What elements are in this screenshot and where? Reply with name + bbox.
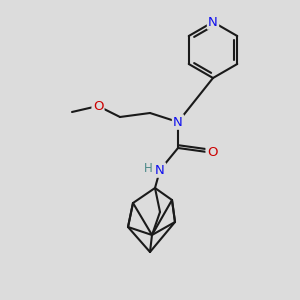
Text: N: N xyxy=(208,16,218,28)
Text: H: H xyxy=(144,161,152,175)
Text: N: N xyxy=(173,116,183,128)
Text: O: O xyxy=(93,100,103,112)
Text: O: O xyxy=(207,146,217,158)
Text: N: N xyxy=(155,164,165,176)
